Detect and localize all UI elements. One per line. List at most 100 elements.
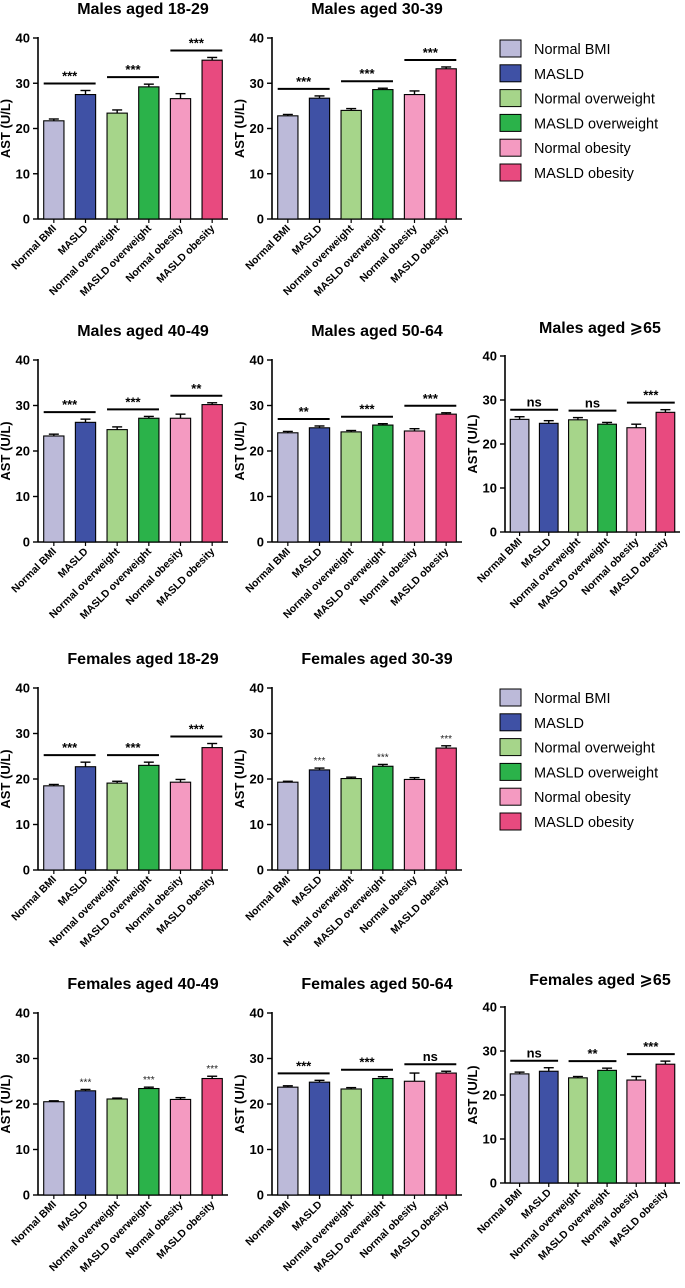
chart-panel: Females aged 30-39 AST (U/L) 0 10 20 30 40 Norm… [232,651,462,950]
y-tick-label: 40 [250,31,264,46]
significance-label: ns [527,1046,542,1061]
chart-panel: Females aged 50-64 AST (U/L) 0 10 20 30 40 Norm… [232,976,462,1275]
y-tick-label: 30 [483,393,497,408]
y-axis-label: AST (U/L) [0,99,13,158]
significance-label: ** [191,381,202,396]
bar [626,1079,647,1184]
bar [169,1098,192,1196]
y-tick-label: 20 [483,1088,497,1103]
bar [340,109,362,220]
y-tick-label: 30 [250,76,264,91]
significance-label: *** [125,62,141,77]
x-tick-label: MASLD obesity [154,546,217,609]
legend-label: MASLD obesity [534,166,635,182]
bar [277,432,299,543]
chart-title: Females aged 50-64 [301,976,452,993]
bar [106,112,128,220]
bar [597,423,617,533]
significance-label: *** [296,1058,312,1073]
x-tick-label: Normal BMI [475,1187,525,1237]
y-tick-label: 40 [16,1006,30,1021]
legend-swatch [499,138,522,157]
legend-swatch [499,64,522,83]
x-tick-label: MASLD obesity [388,1199,451,1262]
bar [372,89,394,220]
bar [201,747,223,871]
bar [106,1098,128,1196]
y-tick-label: 30 [16,398,30,413]
bar [277,115,299,220]
y-tick-label: 40 [16,31,30,46]
bar [655,411,676,533]
bar [43,120,65,220]
y-tick-label: 30 [250,398,264,413]
bar [403,430,426,543]
y-axis-label: AST (U/L) [232,99,247,158]
legend-label: MASLD [534,716,584,732]
y-tick-label: 30 [16,1051,30,1066]
x-tick-label: Normal BMI [9,546,59,596]
bar [403,1080,426,1196]
bar [277,781,299,871]
bar [169,98,192,220]
y-tick-label: 0 [23,212,30,227]
bar [372,765,394,871]
significance-label: *** [314,756,326,767]
significance-label: *** [440,734,452,745]
y-tick-label: 10 [250,817,264,832]
legend-swatch [499,113,522,132]
bar [340,431,362,543]
y-axis-label: AST (U/L) [465,414,480,473]
y-tick-label: 30 [16,726,30,741]
y-tick-label: 0 [490,525,497,540]
chart-title: Males aged 50-64 [311,323,443,340]
legend-swatch [499,688,522,707]
bar [201,404,223,543]
y-tick-label: 30 [250,1051,264,1066]
y-tick-label: 0 [257,863,264,878]
bar [655,1063,676,1184]
x-tick-label: MASLD obesity [388,546,451,609]
bar [340,1088,362,1196]
y-tick-label: 20 [16,121,30,136]
legend: Normal BMI MASLD Normal overweight MASLD ov… [499,688,658,831]
bar [403,778,426,871]
y-tick-label: 0 [23,1188,30,1203]
bar [74,1090,97,1196]
significance-label: ns [585,396,600,411]
significance-label: *** [206,1064,218,1075]
x-tick-label: Normal BMI [243,1199,293,1249]
legend: Normal BMI MASLD Normal overweight MASLD ov… [499,39,658,182]
significance-label: *** [62,68,78,83]
bar [308,427,331,543]
chart-title: Males aged 30-39 [311,1,443,18]
bar [509,418,530,533]
bar [169,417,192,543]
x-tick-label: Normal obesity [123,874,185,936]
bar [138,1087,160,1196]
bar [74,94,97,220]
x-tick-label: Normal BMI [243,874,293,924]
y-tick-label: 0 [257,212,264,227]
y-axis-label: AST (U/L) [0,421,13,480]
significance-label: ** [587,1046,598,1061]
x-tick-label: MASLD obesity [388,874,451,937]
significance-label: *** [643,388,659,403]
y-tick-label: 0 [257,535,264,550]
y-tick-label: 0 [23,535,30,550]
legend-label: Normal overweight [534,92,655,108]
bar [403,94,426,220]
y-tick-label: 40 [250,681,264,696]
x-tick-label: Normal obesity [123,546,185,608]
significance-label: *** [423,391,439,406]
legend-swatch [499,163,522,182]
y-tick-label: 10 [250,489,264,504]
bar [568,419,588,533]
y-tick-label: 0 [490,1176,497,1191]
chart-panel: Females aged 18-29 AST (U/L) 0 10 20 30 40 Norm… [0,651,228,950]
x-tick-label: Normal BMI [243,223,293,273]
bar [435,747,457,871]
y-tick-label: 40 [483,1000,497,1015]
